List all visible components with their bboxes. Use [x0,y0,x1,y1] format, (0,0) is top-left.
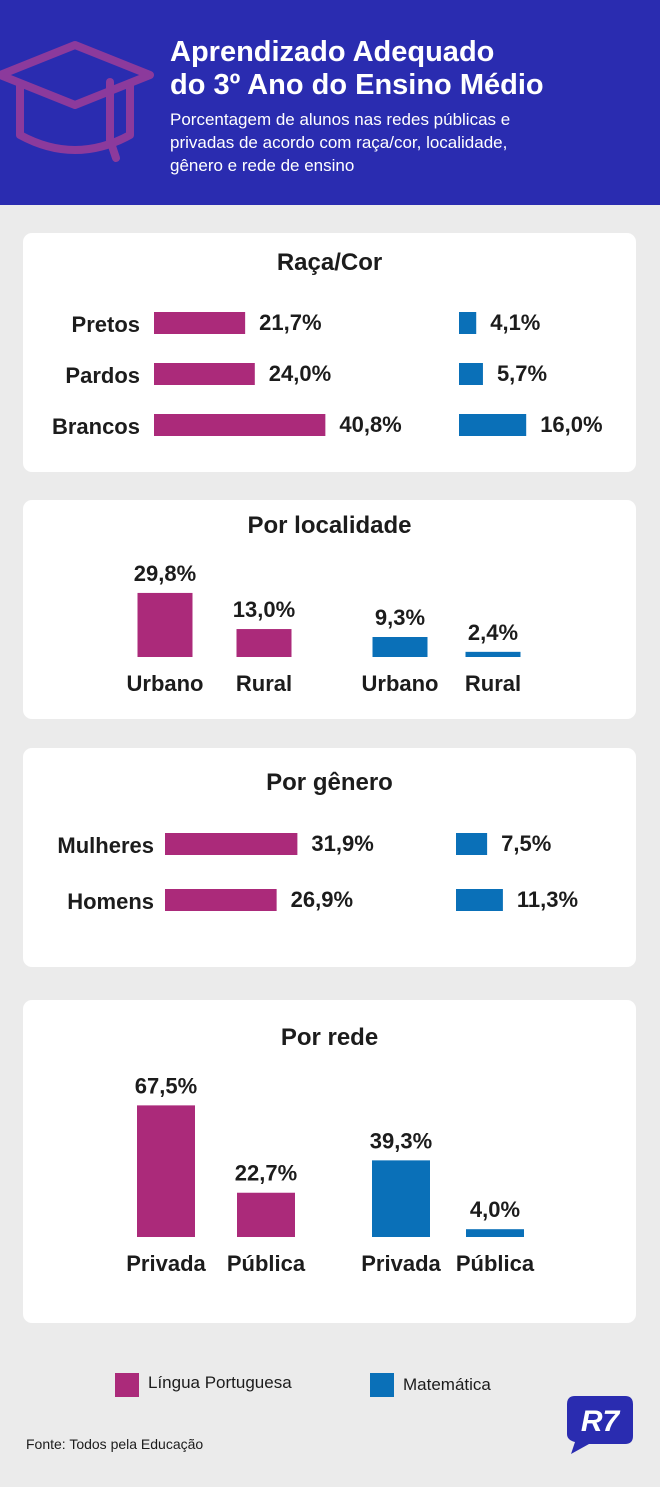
category-label-brancos: Brancos [52,414,140,439]
bar-lingua-portuguesa-mulheres [165,833,298,855]
bar-lingua-portuguesa-homens [165,889,277,911]
category-label-pardos: Pardos [65,363,140,388]
chart-title: Por localidade [247,512,412,539]
legend-label-portuguese: Língua Portuguesa [148,1373,292,1392]
card-rede: Por rede 67,5% Privada 22,7% Pública 39,3% Pr… [23,1000,636,1323]
bar-lingua-portuguesa-pretos [154,312,246,334]
value-label-lingua-portuguesa-pretos: 21,7% [259,310,321,335]
category-label-homens: Homens [67,889,154,914]
chart-title: Por gênero [266,769,393,796]
value-label-lingua-portuguesa-rural: 13,0% [233,597,295,622]
category-label-publica: Pública [227,1251,306,1276]
bar-matematica-pretos [459,312,477,334]
value-label-matematica-publica: 4,0% [470,1197,520,1222]
bar-lingua-portuguesa-brancos [154,414,326,436]
value-label-lingua-portuguesa-mulheres: 31,9% [311,831,373,856]
value-label-matematica-pretos: 4,1% [490,310,540,335]
bar-lingua-portuguesa-privada [137,1105,195,1237]
category-label-privada: Privada [361,1251,441,1276]
bar-lingua-portuguesa-publica [237,1192,295,1237]
bar-lingua-portuguesa-urbano [137,592,193,657]
chart-rede: 67,5% Privada 22,7% Pública 39,3% Privada 4,0%… [126,1073,535,1276]
chart-localidade: 29,8% Urbano 13,0% Rural 9,3% Urbano 2,4% Rural [127,561,522,696]
category-label-privada: Privada [126,1251,206,1276]
value-label-lingua-portuguesa-pardos: 24,0% [269,361,331,386]
value-label-matematica-privada: 39,3% [370,1128,432,1153]
value-label-lingua-portuguesa-publica: 22,7% [235,1161,297,1186]
graduation-cap-icon [0,41,154,162]
source-note: Fonte: Todos pela Educação [26,1436,204,1452]
chart-title: Por rede [280,1024,379,1051]
chart-title: Raça/Cor [276,249,383,276]
bar-lingua-portuguesa-pardos [154,363,255,385]
value-label-lingua-portuguesa-homens: 26,9% [291,887,353,912]
chart-raca-cor: Pretos 21,7% 4,1% Pardos 24,0% 5,7% Brancos 40,… [52,310,603,439]
value-label-lingua-portuguesa-brancos: 40,8% [339,412,401,437]
page-subtitle: Porcentagem de alunos nas redes públicas… [170,110,511,175]
card-localidade: Por localidade 29,8% Urbano 13,0% Rural 9,3%… [23,500,636,719]
bar-matematica-publica [466,1229,524,1237]
bar-matematica-homens [456,889,503,911]
bar-matematica-brancos [459,414,527,436]
value-label-matematica-brancos: 16,0% [540,412,602,437]
value-label-matematica-rural: 2,4% [468,620,518,645]
value-label-lingua-portuguesa-urbano: 29,8% [134,561,196,586]
card-raca-cor: Raça/Cor Pretos 21,7% 4,1% Pardos 24,0% 5,7% B… [23,233,636,472]
value-label-matematica-pardos: 5,7% [497,361,547,386]
legend-label-math: Matemática [403,1375,491,1394]
value-label-matematica-homens: 11,3% [517,887,578,912]
value-label-lingua-portuguesa-privada: 67,5% [135,1073,197,1098]
bar-matematica-privada [372,1160,430,1237]
svg-text:R7: R7 [581,1405,621,1438]
category-label-rural: Rural [236,671,292,696]
card-genero: Por gênero Mulheres 31,9% 7,5% Homens 26,9% 1… [23,748,636,967]
legend-swatch-portuguese [115,1373,139,1397]
category-label-rural: Rural [465,671,521,696]
value-label-matematica-mulheres: 7,5% [501,831,551,856]
value-label-matematica-urbano: 9,3% [375,605,425,630]
bar-matematica-urbano [372,637,428,657]
category-label-urbano: Urbano [362,671,439,696]
r7-logo: R7 [567,1396,633,1454]
bar-matematica-pardos [459,363,483,385]
category-label-urbano: Urbano [127,671,204,696]
chart-genero: Mulheres 31,9% 7,5% Homens 26,9% 11,3% [57,831,578,914]
category-label-pretos: Pretos [72,312,140,337]
bar-lingua-portuguesa-rural [236,629,292,657]
page-title: Aprendizado Adequado do 3º Ano do Ensino… [170,36,544,101]
category-label-publica: Pública [456,1251,535,1276]
header: Aprendizado Adequado do 3º Ano do Ensino… [0,0,660,205]
bar-matematica-rural [465,651,521,657]
legend-swatch-math [370,1373,394,1397]
bar-matematica-mulheres [456,833,488,855]
category-label-mulheres: Mulheres [57,833,154,858]
